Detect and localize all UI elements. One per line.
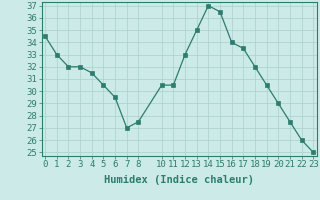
- X-axis label: Humidex (Indice chaleur): Humidex (Indice chaleur): [104, 175, 254, 185]
